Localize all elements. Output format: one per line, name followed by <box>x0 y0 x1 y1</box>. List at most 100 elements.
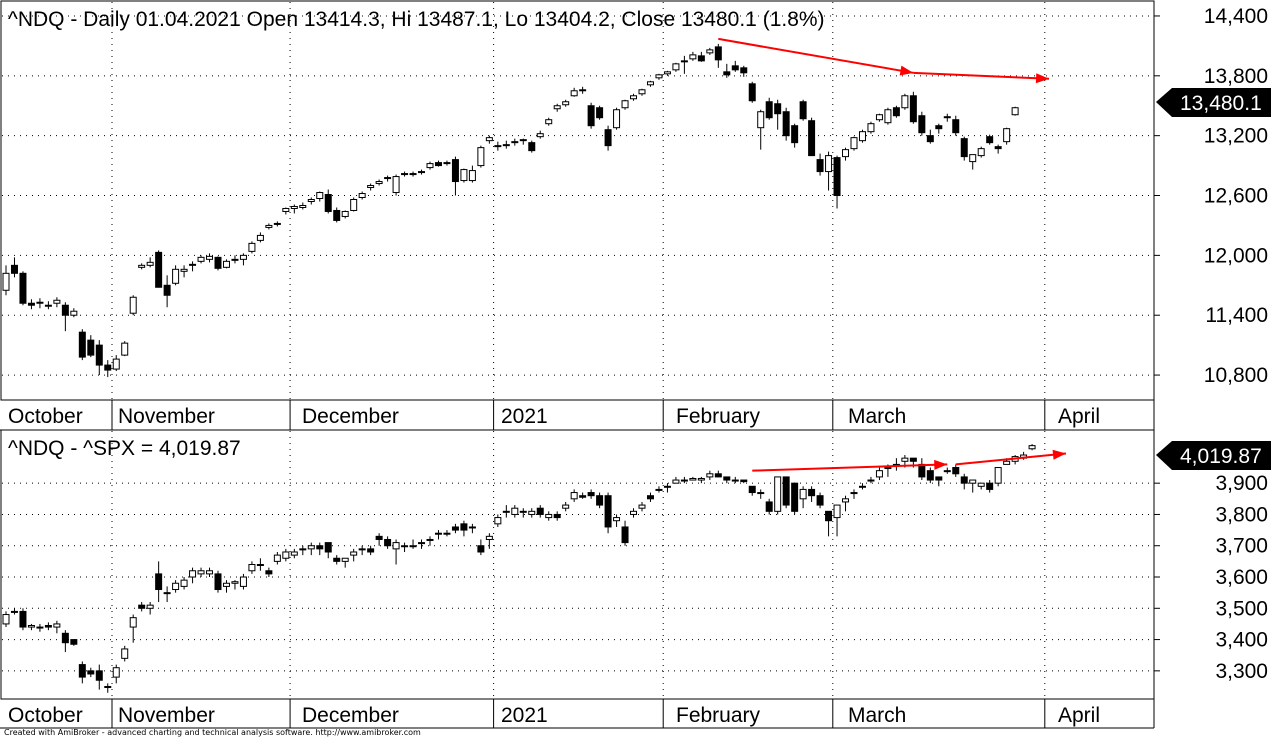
ratio-gridlines <box>2 431 1153 698</box>
ndq-candle <box>621 100 629 109</box>
ndq-y-tick-label: 11,400 <box>1205 304 1268 327</box>
ndq-candle <box>935 125 943 130</box>
ratio-candle <box>808 488 816 497</box>
ndq-candle <box>663 71 671 75</box>
ndq-candle <box>943 116 951 119</box>
ndq-candle <box>799 101 807 120</box>
ratio-x-axis: October November December 2021 February March… <box>0 699 1155 729</box>
ndq-candle <box>129 296 137 314</box>
ratio-candle <box>833 504 841 519</box>
ndq-candle <box>104 364 112 371</box>
ratio-candle <box>324 542 332 553</box>
ratio-candle <box>197 570 205 575</box>
ratio-y-tick-label: 3,500 <box>1215 597 1268 620</box>
ratio-x-month-label: February <box>676 704 761 727</box>
ratio-candle <box>384 538 392 547</box>
ndq-trend-arrow-head <box>899 65 914 76</box>
ratio-y-tick-label: 3,600 <box>1215 566 1268 589</box>
ndq-candle <box>808 120 816 157</box>
ratio-candle <box>689 477 697 481</box>
ndq-candle <box>180 268 188 272</box>
ratio-candle <box>138 604 146 609</box>
ndq-candle <box>723 71 731 76</box>
ndq-candles <box>2 43 1019 378</box>
ratio-candle <box>248 564 256 572</box>
ndq-candle <box>273 222 281 225</box>
ratio-trend-arrow-head <box>934 459 948 470</box>
ndq-candle <box>401 173 409 176</box>
ratio-candle <box>2 614 10 625</box>
ndq-candle <box>1011 107 1019 116</box>
ratio-candle <box>443 532 451 535</box>
ratio-candle <box>952 467 960 475</box>
ratio-candle <box>392 542 400 550</box>
ndq-candle <box>570 90 578 97</box>
ratio-candle <box>570 492 578 500</box>
ndq-candle <box>78 331 86 358</box>
ratio-candle <box>409 545 417 548</box>
ratio-candle <box>434 532 442 535</box>
ratio-trend-arrow-line <box>752 463 948 472</box>
ratio-price-tag: 4,019.87 <box>1156 441 1271 470</box>
ratio-candle <box>799 488 807 500</box>
ndq-candle <box>579 89 587 92</box>
ratio-candle <box>477 545 485 553</box>
ratio-x-month-label: December <box>302 704 399 727</box>
ndq-candle <box>867 123 875 133</box>
ndq-candle <box>460 169 468 182</box>
ndq-x-axis: October November December 2021 February March… <box>0 400 1155 431</box>
ndq-candle <box>155 251 163 288</box>
ndq-candle <box>197 256 205 262</box>
ratio-candle <box>943 470 951 473</box>
ratio-candle <box>1028 445 1036 450</box>
ndq-candle <box>248 242 256 252</box>
ratio-candle <box>816 495 824 506</box>
ndq-trend-arrow-line <box>718 37 914 74</box>
ndq-candle <box>613 109 621 129</box>
amibroker-footer: Created with AmiBroker - advanced charti… <box>4 728 421 737</box>
ndq-candle <box>858 131 866 142</box>
ndq-candle <box>553 105 561 110</box>
ratio-y-tick-label: 3,400 <box>1215 629 1268 652</box>
ndq-candle <box>418 171 426 174</box>
ratio-candle <box>638 504 646 509</box>
ndq-candle <box>239 254 247 260</box>
ndq-candle <box>638 89 646 95</box>
ndq-candle <box>299 204 307 208</box>
ratio-candle <box>494 517 502 525</box>
ratio-candle <box>451 526 459 531</box>
ndq-candle <box>511 141 519 144</box>
ratio-candle <box>163 592 171 595</box>
ndq-candle <box>646 81 654 86</box>
ratio-candle <box>231 581 239 584</box>
ratio-candle <box>70 639 78 645</box>
ndq-y-tick-label: 12,600 <box>1204 185 1268 208</box>
ratio-candle <box>748 485 756 494</box>
ndq-trend-arrows <box>718 37 1050 84</box>
ratio-candles <box>2 444 1036 693</box>
ndq-y-tick-label: 10,800 <box>1204 364 1268 387</box>
ratio-candle <box>1003 460 1011 465</box>
ratio-candle <box>731 479 739 482</box>
ratio-trend-arrow-head <box>1052 449 1066 460</box>
ratio-y-tick-label: 3,700 <box>1215 535 1268 558</box>
ndq-candle <box>714 46 722 61</box>
ndq-candle <box>909 95 917 123</box>
ratio-candle <box>206 570 214 575</box>
ratio-candle <box>222 582 230 587</box>
ratio-candle <box>969 479 977 484</box>
ratio-candle <box>53 623 61 628</box>
ndq-candle <box>146 261 154 266</box>
ndq-y-tick-label: 14,400 <box>1204 5 1268 28</box>
ndq-candle <box>884 109 892 124</box>
ratio-candle <box>290 551 298 556</box>
ratio-candle <box>604 495 612 528</box>
ratio-candle <box>350 551 358 556</box>
ndq-candle <box>536 133 544 138</box>
ratio-candle <box>180 579 188 587</box>
ratio-x-month-label: November <box>118 704 215 727</box>
ndq-trend-arrow-line <box>913 71 1050 80</box>
ndq-candle <box>468 170 476 182</box>
ndq-candle <box>969 154 977 163</box>
ratio-candle <box>782 476 790 506</box>
